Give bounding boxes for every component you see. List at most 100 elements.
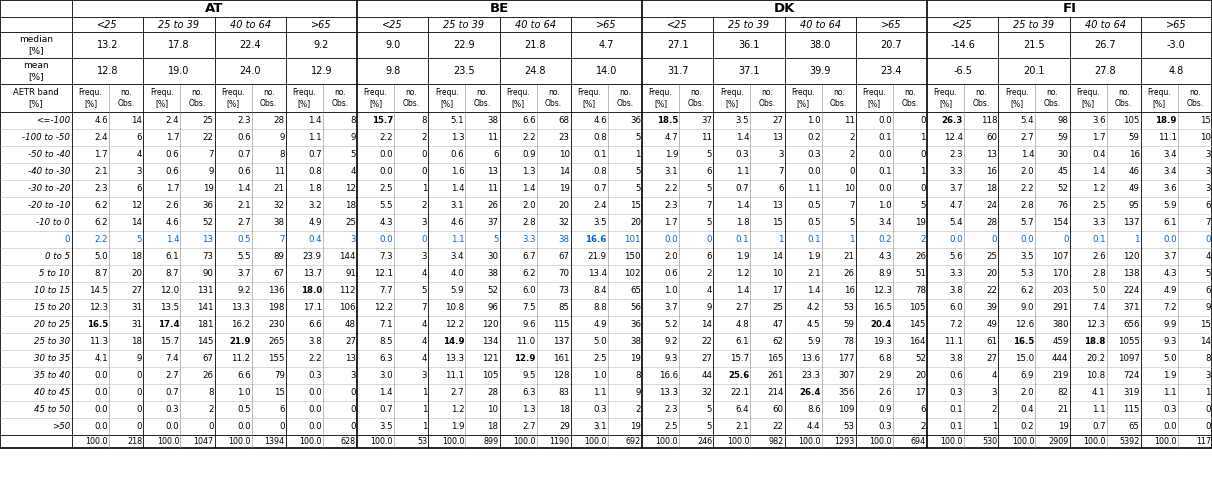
Text: -30 to -20: -30 to -20 <box>28 184 70 193</box>
Text: 26: 26 <box>915 252 926 261</box>
Text: 18: 18 <box>487 422 498 431</box>
Text: 22: 22 <box>772 422 783 431</box>
Text: 120: 120 <box>1124 252 1139 261</box>
Text: 26.4: 26.4 <box>799 388 821 397</box>
Text: 12: 12 <box>131 201 142 210</box>
Text: Frequ.
[%]: Frequ. [%] <box>507 88 530 108</box>
Text: 90: 90 <box>202 269 213 278</box>
Text: 4: 4 <box>350 167 356 176</box>
Text: 18.5: 18.5 <box>657 116 678 125</box>
Text: 3.0: 3.0 <box>379 371 393 380</box>
Text: 67: 67 <box>559 252 570 261</box>
Text: 137: 137 <box>553 337 570 346</box>
Text: 16.6: 16.6 <box>585 235 607 244</box>
Text: 131: 131 <box>198 286 213 295</box>
Text: <25: <25 <box>382 20 402 30</box>
Text: 0: 0 <box>920 150 926 159</box>
Text: 2.3: 2.3 <box>95 184 108 193</box>
Text: 38: 38 <box>487 269 498 278</box>
Text: 0.6: 0.6 <box>166 150 179 159</box>
Text: 2.2: 2.2 <box>522 133 536 142</box>
Text: 109: 109 <box>839 405 854 414</box>
Text: 19.3: 19.3 <box>873 337 892 346</box>
Text: 3: 3 <box>422 252 428 261</box>
Text: 0: 0 <box>422 167 428 176</box>
Text: 9: 9 <box>137 354 142 363</box>
Text: 11.1: 11.1 <box>445 371 464 380</box>
Text: 3.4: 3.4 <box>879 218 892 227</box>
Text: 1.1: 1.1 <box>308 133 322 142</box>
Text: 20: 20 <box>559 201 570 210</box>
Text: 2.4: 2.4 <box>166 116 179 125</box>
Text: 100.0: 100.0 <box>727 437 749 446</box>
Text: 26: 26 <box>202 371 213 380</box>
Text: <25: <25 <box>97 20 118 30</box>
Text: 18: 18 <box>131 337 142 346</box>
Text: 3.8: 3.8 <box>949 286 964 295</box>
Text: 19.0: 19.0 <box>168 66 189 76</box>
Text: 13: 13 <box>487 167 498 176</box>
Text: 0.0: 0.0 <box>236 422 251 431</box>
Text: 8: 8 <box>1206 354 1211 363</box>
Text: 198: 198 <box>268 303 285 312</box>
Text: 181: 181 <box>198 320 213 329</box>
Text: 105: 105 <box>909 303 926 312</box>
Text: 3.2: 3.2 <box>308 201 322 210</box>
Text: 1.9: 1.9 <box>664 150 678 159</box>
Text: 307: 307 <box>839 371 854 380</box>
Text: 0.4: 0.4 <box>1021 405 1034 414</box>
Text: 15: 15 <box>274 388 285 397</box>
Text: 145: 145 <box>198 337 213 346</box>
Text: 40 to 64: 40 to 64 <box>515 20 555 30</box>
Text: 14: 14 <box>131 218 142 227</box>
Text: 30: 30 <box>1058 150 1069 159</box>
Text: 4.7: 4.7 <box>949 201 964 210</box>
Text: 1.0: 1.0 <box>664 286 678 295</box>
Text: 59: 59 <box>844 320 854 329</box>
Text: 14.5: 14.5 <box>88 286 108 295</box>
Text: 0.0: 0.0 <box>379 235 393 244</box>
Text: 2.3: 2.3 <box>236 116 251 125</box>
Text: 2: 2 <box>920 422 926 431</box>
Text: 14: 14 <box>772 252 783 261</box>
Text: 6.1: 6.1 <box>736 337 749 346</box>
Text: -50 to -40: -50 to -40 <box>28 150 70 159</box>
Text: 0: 0 <box>350 422 356 431</box>
Text: 6: 6 <box>137 133 142 142</box>
Text: 79: 79 <box>274 371 285 380</box>
Text: 12.0: 12.0 <box>160 286 179 295</box>
Text: 1.3: 1.3 <box>522 405 536 414</box>
Text: 25.6: 25.6 <box>728 371 749 380</box>
Text: 4.8: 4.8 <box>1168 66 1184 76</box>
Text: 3: 3 <box>1206 371 1211 380</box>
Text: Frequ.
[%]: Frequ. [%] <box>221 88 245 108</box>
Text: 3.5: 3.5 <box>593 218 607 227</box>
Text: 3.6: 3.6 <box>1164 184 1177 193</box>
Text: 9: 9 <box>1206 303 1211 312</box>
Text: 105: 105 <box>482 371 498 380</box>
Text: 2.8: 2.8 <box>1092 269 1105 278</box>
Text: 3.7: 3.7 <box>1164 252 1177 261</box>
Text: 85: 85 <box>559 303 570 312</box>
Text: 6.4: 6.4 <box>736 405 749 414</box>
Text: 7: 7 <box>422 303 428 312</box>
Text: Frequ.
[%]: Frequ. [%] <box>648 88 673 108</box>
Text: 6: 6 <box>1206 286 1211 295</box>
Text: 1: 1 <box>422 405 428 414</box>
Text: 1.0: 1.0 <box>807 116 821 125</box>
Text: 1.4: 1.4 <box>451 184 464 193</box>
Text: Frequ.
[%]: Frequ. [%] <box>1148 88 1171 108</box>
Text: 31: 31 <box>131 303 142 312</box>
Text: 13.5: 13.5 <box>160 303 179 312</box>
Text: 8: 8 <box>635 371 641 380</box>
Text: 1.9: 1.9 <box>807 252 821 261</box>
Text: 1.9: 1.9 <box>1164 371 1177 380</box>
Text: 1.2: 1.2 <box>1092 184 1105 193</box>
Text: Frequ.
[%]: Frequ. [%] <box>577 88 601 108</box>
Text: 5.5: 5.5 <box>236 252 251 261</box>
Text: 3: 3 <box>991 388 997 397</box>
Text: 982: 982 <box>768 437 783 446</box>
Text: 3.5: 3.5 <box>379 422 393 431</box>
Text: 6.0: 6.0 <box>949 303 964 312</box>
Text: 0.6: 0.6 <box>451 150 464 159</box>
